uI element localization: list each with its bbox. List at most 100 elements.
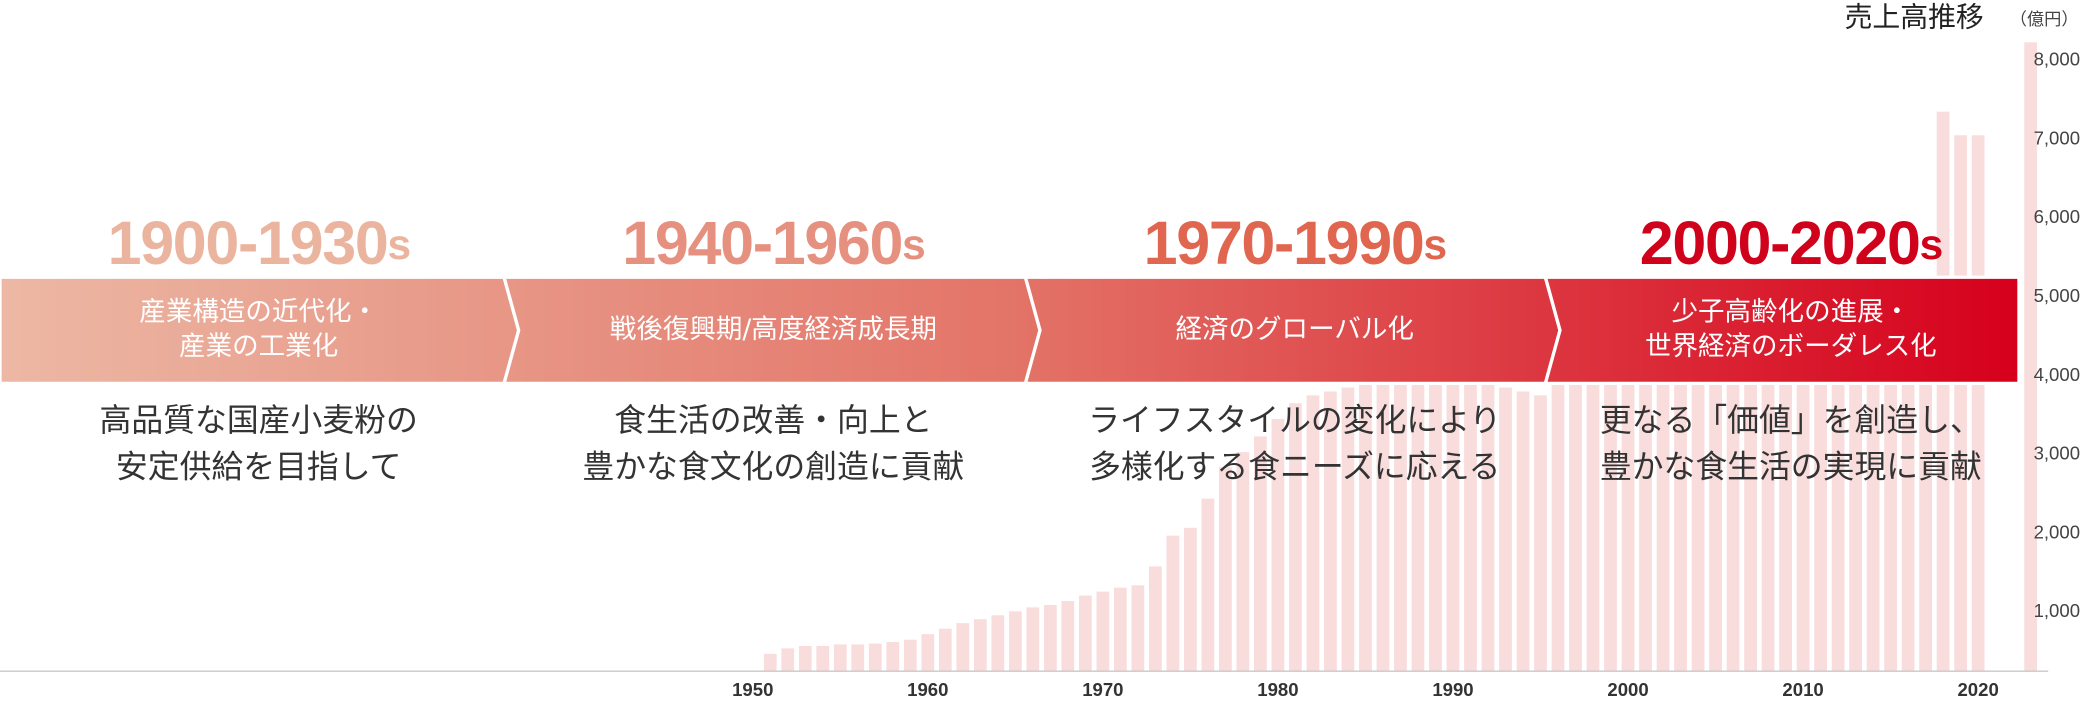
era-years: 2000-2020 — [1640, 209, 1920, 277]
bar — [833, 644, 847, 672]
bar — [868, 643, 882, 672]
x-tick-label: 1990 — [1432, 679, 1473, 700]
bar — [1394, 383, 1407, 672]
bar — [1113, 587, 1127, 672]
era-suffix: s — [1920, 221, 1942, 268]
bar — [1078, 595, 1092, 672]
bar — [1779, 328, 1792, 672]
y-tick-label: 3,000 — [2034, 443, 2080, 464]
x-tick-label: 1950 — [732, 679, 773, 700]
bar — [1359, 383, 1372, 672]
bar — [1691, 348, 1705, 672]
bar — [1306, 395, 1320, 672]
bar — [1884, 304, 1897, 672]
bar — [1219, 467, 1232, 672]
bar — [1149, 566, 1162, 672]
bar — [1831, 316, 1845, 672]
y-tick-label: 8,000 — [2034, 49, 2080, 70]
bar — [1866, 308, 1880, 672]
bar — [2024, 42, 2038, 672]
x-tick-label: 1980 — [1257, 679, 1298, 700]
bar — [1586, 371, 1600, 672]
bar — [1008, 611, 1022, 672]
timeline-segment — [1543, 275, 2021, 386]
era-theme: 産業の工業化 — [179, 331, 338, 362]
bar — [1936, 111, 1950, 672]
bar — [1096, 591, 1110, 672]
bar — [1621, 363, 1635, 672]
era-theme: 世界経済のボーダレス化 — [1645, 331, 1937, 362]
bar — [1919, 296, 1932, 672]
bar — [921, 634, 935, 672]
era-years: 1970-1990 — [1144, 209, 1424, 277]
bar — [1184, 527, 1197, 672]
era-description: 更なる「価値」を創造し、 — [1600, 401, 1982, 439]
bar — [1061, 601, 1075, 672]
era-years: 1900-1930 — [108, 209, 388, 277]
bar — [1814, 320, 1827, 672]
y-tick-label: 5,000 — [2034, 285, 2080, 306]
bar — [1236, 452, 1250, 672]
bar — [1289, 403, 1302, 672]
bar — [1324, 391, 1337, 672]
bar — [1849, 312, 1862, 672]
bar — [1656, 355, 1670, 672]
bar — [781, 648, 795, 672]
bar — [1744, 336, 1757, 672]
bar — [1639, 359, 1652, 672]
bar — [763, 653, 777, 672]
bar — [1796, 324, 1810, 672]
bar — [1043, 605, 1057, 672]
bar — [851, 644, 865, 672]
bar — [1971, 135, 1985, 672]
bar — [1376, 383, 1390, 672]
bar — [956, 623, 970, 672]
bar — [1499, 387, 1512, 672]
bar — [1254, 436, 1267, 672]
era-description: ライフスタイルの変化により — [1088, 401, 1501, 439]
era-heading: 2000-2020s — [1640, 209, 1942, 277]
era-years: 1940-1960 — [622, 209, 902, 277]
era-description: 食生活の改善・向上と — [614, 401, 932, 439]
bar — [1166, 535, 1180, 672]
y-tick-label: 6,000 — [2034, 206, 2080, 227]
bar — [1709, 344, 1722, 672]
bar — [991, 615, 1005, 672]
bar — [816, 646, 830, 672]
bar — [1551, 383, 1565, 672]
y-tick-label: 2,000 — [2034, 521, 2080, 542]
bar — [973, 619, 987, 672]
x-tick-label: 2000 — [1607, 679, 1648, 700]
unit-label: （億円） — [2010, 10, 2079, 30]
bar — [1604, 367, 1617, 672]
bar — [1411, 383, 1425, 672]
bar — [1341, 387, 1355, 672]
era-description: 豊かな食文化の創造に貢献 — [582, 447, 964, 485]
timeline — [0, 275, 2021, 386]
era-theme: 戦後復興期/高度経済成長期 — [610, 314, 937, 345]
era-suffix: s — [902, 221, 924, 268]
bar — [1481, 379, 1495, 672]
era-theme: 経済のグローバル化 — [1175, 314, 1413, 345]
y-tick-label: 7,000 — [2034, 127, 2080, 148]
era-heading: 1970-1990s — [1144, 209, 1446, 277]
y-tick-label: 1,000 — [2034, 600, 2080, 621]
bar — [1954, 135, 1968, 672]
era-theme: 産業構造の近代化・ — [139, 297, 378, 328]
y-tick-label: 4,000 — [2034, 364, 2080, 385]
bar — [798, 646, 812, 672]
era-heading: 1940-1960s — [622, 209, 924, 277]
bar — [1026, 607, 1040, 672]
bar — [1761, 332, 1775, 672]
bar — [1674, 352, 1687, 672]
bar — [1131, 585, 1145, 672]
era-description: 安定供給を目指して — [116, 447, 402, 485]
x-tick-label: 1970 — [1082, 679, 1123, 700]
chart-title: 売上高推移 — [1845, 1, 1984, 34]
era-description: 多様化する食ニーズに応える — [1089, 447, 1500, 485]
x-tick-label: 1960 — [907, 679, 948, 700]
bar — [1569, 375, 1582, 672]
era-description: 豊かな食生活の実現に貢献 — [1600, 447, 1982, 485]
bar — [1516, 391, 1530, 672]
bar — [1271, 419, 1285, 672]
